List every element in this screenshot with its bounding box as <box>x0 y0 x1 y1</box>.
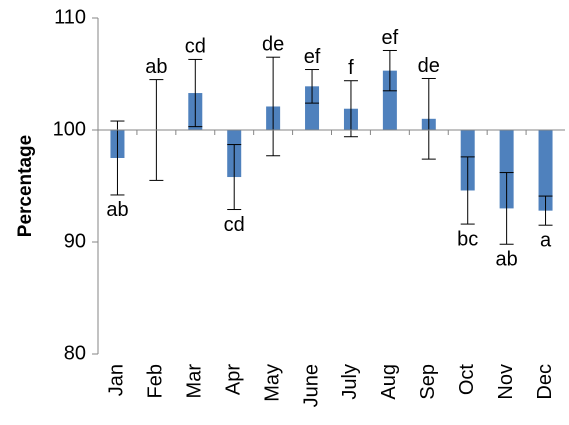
x-tick-label: Aug <box>378 364 400 400</box>
significance-letter: ef <box>304 46 321 68</box>
x-tick-label: June <box>300 364 322 407</box>
x-tick-label: July <box>339 364 361 400</box>
y-tick-label: 90 <box>64 230 86 252</box>
significance-letter: cd <box>224 214 245 236</box>
bar <box>382 70 397 130</box>
bar <box>499 130 514 209</box>
significance-letter: ef <box>382 27 399 49</box>
significance-letter: ab <box>496 249 518 271</box>
significance-letter: ab <box>145 56 167 78</box>
significance-letter: bc <box>457 228 478 250</box>
x-tick-label: Sep <box>417 364 439 400</box>
significance-letter: de <box>418 55 440 77</box>
y-tick-label: 100 <box>53 118 86 140</box>
x-tick-label: Feb <box>145 364 167 398</box>
bar <box>538 130 553 211</box>
y-axis-label: Percentage <box>15 135 36 237</box>
y-tick-label: 80 <box>64 342 86 364</box>
x-tick-label: Apr <box>222 364 244 395</box>
x-tick-label: Mar <box>184 364 206 399</box>
significance-letter: de <box>262 33 284 55</box>
x-tick-label: May <box>261 364 283 402</box>
significance-letter: cd <box>185 36 206 58</box>
significance-letter: a <box>540 229 552 251</box>
x-tick-label: Jan <box>106 364 128 396</box>
x-tick-label: Dec <box>534 364 556 400</box>
significance-letter: f <box>348 57 354 79</box>
y-tick-label: 110 <box>54 6 86 28</box>
significance-letter: ab <box>106 199 128 221</box>
x-tick-label: Oct <box>456 364 478 396</box>
bar <box>305 86 320 130</box>
x-tick-label: Nov <box>495 364 517 400</box>
